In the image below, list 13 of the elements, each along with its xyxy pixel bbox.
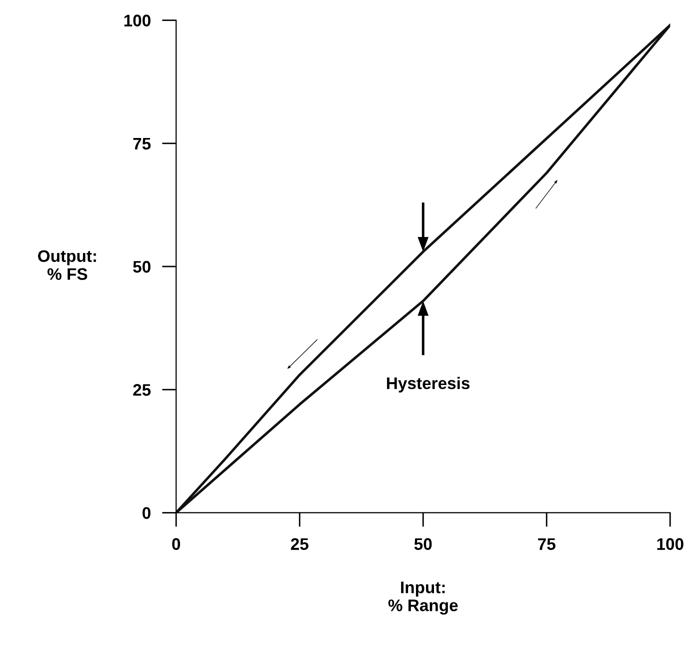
x-tick-label: 0 bbox=[172, 538, 180, 550]
x-tick-label: 25 bbox=[290, 538, 308, 550]
y-tick-label: 25 bbox=[133, 384, 151, 396]
x-tick-label: 75 bbox=[538, 538, 556, 550]
x-tick-label: 50 bbox=[414, 538, 432, 550]
y-tick-label: 100 bbox=[124, 14, 150, 26]
x-tick-label: 100 bbox=[657, 538, 684, 550]
y-tick-label: 0 bbox=[142, 507, 150, 519]
x-axis-title: Input: % Range bbox=[388, 582, 458, 615]
y-tick-label: 50 bbox=[133, 260, 150, 273]
y-tick-label: 75 bbox=[133, 138, 151, 150]
annotation: Hysteresis bbox=[387, 376, 470, 392]
y-axis-title: Output: % FS bbox=[38, 250, 96, 280]
